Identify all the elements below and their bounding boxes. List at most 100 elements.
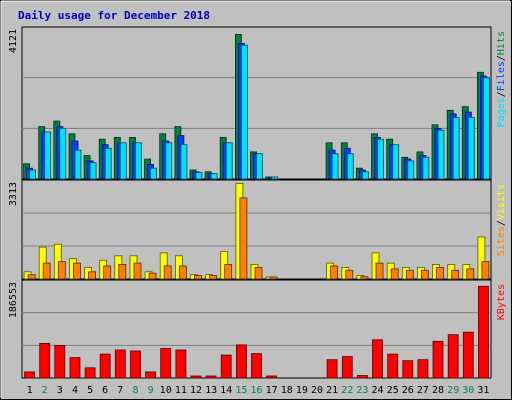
bar-sites-day-26 [405,269,414,280]
day-label-28: 28 [432,385,444,396]
day-label-3: 3 [57,385,63,396]
day-label-26: 26 [402,385,414,396]
panel-kbytes-legend: KBytes [496,284,507,320]
day-label-23: 23 [356,385,368,396]
bar-pages-day-28 [437,129,445,180]
day-label-27: 27 [417,385,429,396]
bar-pages-day-23 [361,171,369,180]
bar-sites-day-7 [118,264,127,280]
bar-pages-day-13 [210,173,218,180]
day-label-29: 29 [447,385,459,396]
bar-pages-day-24 [377,138,384,180]
bar-kbytes-day-5 [84,367,96,379]
bar-pages-day-7 [119,142,127,180]
bar-sites-day-23 [360,276,369,280]
bar-sites-day-25 [390,268,399,280]
bar-sites-day-11 [178,265,187,280]
day-label-19: 19 [296,385,308,396]
bar-pages-day-26 [407,160,415,180]
bar-pages-day-3 [59,127,67,180]
panel-visits_sites: 3313 Sites/Visits [8,179,507,280]
bar-kbytes-day-21 [326,359,338,379]
panel-kbytes-legend-0: KBytes [496,284,507,320]
bar-kbytes-day-6 [99,353,111,379]
day-label-15: 15 [235,385,247,396]
bar-sites-day-27 [420,269,429,280]
day-label-14: 14 [220,385,232,396]
day-label-10: 10 [160,385,172,396]
bar-sites-day-21 [330,265,339,280]
bar-sites-day-2 [42,262,51,280]
bar-pages-day-1 [29,169,37,180]
day-label-5: 5 [87,385,93,396]
day-label-25: 25 [387,385,399,396]
bar-sites-day-28 [436,266,444,280]
bar-kbytes-day-2 [39,342,51,379]
bar-pages-day-10 [165,142,173,180]
bar-pages-day-8 [135,142,142,180]
chart-panels: 4121 Pages/Files/Hits 3313Sites/Visits1865… [8,26,507,379]
bar-sites-day-17 [269,276,278,280]
day-label-9: 9 [148,385,154,396]
bar-pages-day-30 [467,117,475,180]
day-label-12: 12 [190,385,202,396]
bar-kbytes-day-29 [447,334,459,379]
bar-sites-day-5 [88,271,96,280]
bar-kbytes-day-25 [387,353,399,379]
bar-kbytes-day-15 [235,344,247,379]
day-label-6: 6 [102,385,108,396]
bar-sites-day-8 [133,262,142,280]
bar-kbytes-day-4 [69,357,81,379]
panel-kbytes: 186553 KBytes [8,279,507,379]
bar-sites-day-6 [103,265,112,280]
panel-hits_files_pages-max-label: 4121 [8,29,19,53]
bar-kbytes-day-26 [402,360,414,379]
bar-pages-day-16 [256,153,263,180]
bar-kbytes-day-27 [417,359,429,379]
bar-kbytes-day-28 [432,340,444,379]
bar-sites-day-22 [345,269,354,280]
day-label-24: 24 [371,385,383,396]
bar-kbytes-day-3 [54,344,66,379]
bar-pages-day-4 [74,149,82,180]
bar-sites-day-31 [481,261,490,280]
bar-kbytes-day-8 [130,350,141,379]
day-label-18: 18 [281,385,293,396]
panel-hits_files_pages-legend-0: Pages [496,97,507,127]
bar-pages-day-21 [331,153,339,180]
bar-sites-day-13 [209,275,218,280]
bar-pages-day-22 [346,153,354,180]
day-label-20: 20 [311,385,323,396]
bar-kbytes-day-22 [341,356,353,379]
bar-sites-day-1 [27,274,36,280]
bar-kbytes-day-11 [175,349,187,379]
day-label-11: 11 [175,385,187,396]
panel-visits_sites-legend-2: Visits [496,184,507,220]
panel-hits_files_pages-legend: Pages/Files/Hits [496,31,507,127]
bar-sites-day-14 [224,264,233,280]
bar-kbytes-day-7 [114,349,126,379]
bar-sites-day-16 [254,266,263,280]
bar-sites-day-12 [194,275,202,280]
panel-hits_files_pages-legend-1: / [496,91,507,97]
bar-pages-day-27 [422,156,430,180]
bar-visits-day-31 [477,236,486,280]
panel-hits_files_pages-legend-2: Files [496,61,507,91]
day-label-16: 16 [250,385,262,396]
panel-visits_sites-legend-0: Sites [496,226,507,256]
day-label-7: 7 [117,385,123,396]
bar-pages-day-17 [271,176,279,180]
bar-pages-day-12 [195,172,203,180]
panel-visits_sites-legend-1: / [496,220,507,226]
bar-sites-day-10 [163,265,172,280]
bar-kbytes-day-31 [477,285,489,379]
bar-kbytes-day-23 [356,375,368,379]
bar-pages-day-6 [104,147,112,180]
bar-sites-day-4 [73,262,81,280]
day-label-17: 17 [266,385,278,396]
bar-kbytes-day-17 [266,375,278,379]
day-label-4: 4 [72,385,78,396]
bar-sites-day-3 [57,261,66,280]
bar-kbytes-day-9 [145,371,157,379]
